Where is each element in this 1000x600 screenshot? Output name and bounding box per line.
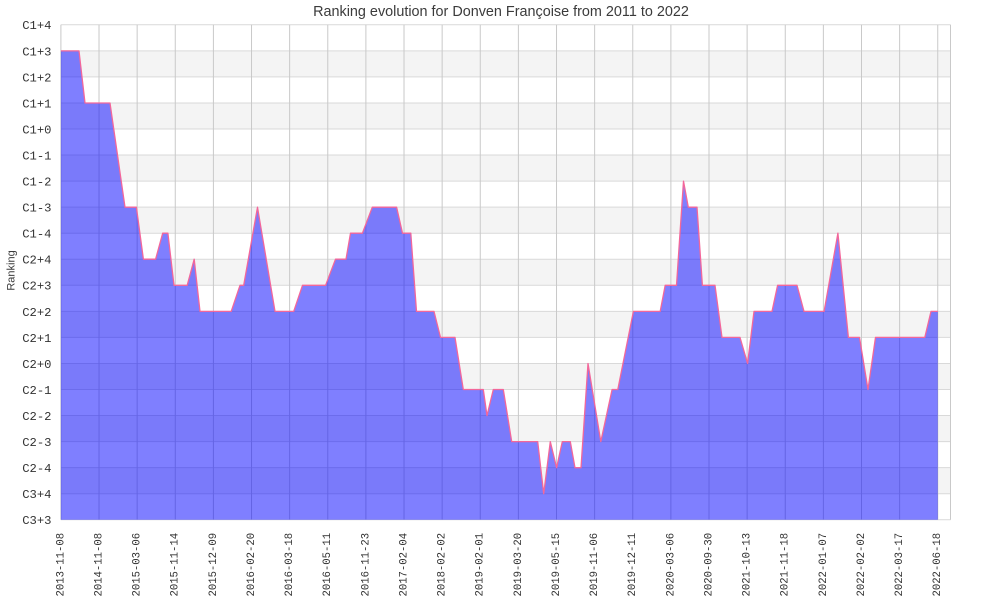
svg-text:C2+1: C2+1 xyxy=(22,332,51,346)
svg-text:2020-03-06: 2020-03-06 xyxy=(665,533,677,597)
svg-text:C2+4: C2+4 xyxy=(22,254,51,268)
svg-text:C1-1: C1-1 xyxy=(22,149,51,163)
svg-text:C1+3: C1+3 xyxy=(22,45,51,59)
svg-text:2016-05-11: 2016-05-11 xyxy=(322,533,334,597)
svg-text:C1-3: C1-3 xyxy=(22,202,51,216)
svg-text:2019-05-15: 2019-05-15 xyxy=(551,533,563,597)
svg-text:2019-03-20: 2019-03-20 xyxy=(513,533,525,597)
svg-text:C1+0: C1+0 xyxy=(22,123,51,137)
svg-text:2019-12-11: 2019-12-11 xyxy=(627,533,639,597)
svg-text:2015-12-09: 2015-12-09 xyxy=(208,533,220,597)
svg-text:2021-11-18: 2021-11-18 xyxy=(780,533,792,597)
svg-text:C2-2: C2-2 xyxy=(22,410,51,424)
svg-text:C2+3: C2+3 xyxy=(22,280,51,294)
svg-text:Ranking: Ranking xyxy=(6,250,18,290)
svg-text:C1-2: C1-2 xyxy=(22,176,51,190)
svg-text:2019-02-01: 2019-02-01 xyxy=(475,533,487,597)
svg-text:2020-09-30: 2020-09-30 xyxy=(703,533,715,597)
svg-text:2019-11-06: 2019-11-06 xyxy=(589,533,601,597)
svg-text:C1+1: C1+1 xyxy=(22,97,51,111)
svg-text:2022-06-18: 2022-06-18 xyxy=(932,533,944,597)
svg-text:2022-03-17: 2022-03-17 xyxy=(894,533,906,597)
svg-text:C2-4: C2-4 xyxy=(22,462,51,476)
svg-text:2015-11-14: 2015-11-14 xyxy=(170,533,182,597)
svg-text:C1+2: C1+2 xyxy=(22,71,51,85)
svg-text:2021-10-13: 2021-10-13 xyxy=(742,533,754,597)
svg-text:2015-03-06: 2015-03-06 xyxy=(132,533,144,597)
svg-text:Ranking evolution for Donven F: Ranking evolution for Donven Françoise f… xyxy=(313,4,689,20)
svg-text:C2-3: C2-3 xyxy=(22,436,51,450)
svg-text:2016-11-23: 2016-11-23 xyxy=(360,533,372,597)
svg-text:C3+3: C3+3 xyxy=(22,514,51,528)
svg-text:C3+4: C3+4 xyxy=(22,488,51,502)
svg-text:2013-11-08: 2013-11-08 xyxy=(55,533,67,597)
svg-text:C2+2: C2+2 xyxy=(22,306,51,320)
svg-text:C2+0: C2+0 xyxy=(22,358,51,372)
svg-text:2016-02-20: 2016-02-20 xyxy=(246,533,258,597)
svg-text:2022-02-02: 2022-02-02 xyxy=(856,533,868,597)
svg-text:2022-01-07: 2022-01-07 xyxy=(818,533,830,597)
svg-text:2018-02-02: 2018-02-02 xyxy=(437,533,449,597)
svg-text:2017-02-04: 2017-02-04 xyxy=(398,533,410,597)
svg-text:2014-11-08: 2014-11-08 xyxy=(93,533,105,597)
svg-text:C1-4: C1-4 xyxy=(22,228,51,242)
svg-text:C1+4: C1+4 xyxy=(22,19,51,33)
svg-text:C2-1: C2-1 xyxy=(22,384,51,398)
svg-text:2016-03-18: 2016-03-18 xyxy=(284,533,296,597)
